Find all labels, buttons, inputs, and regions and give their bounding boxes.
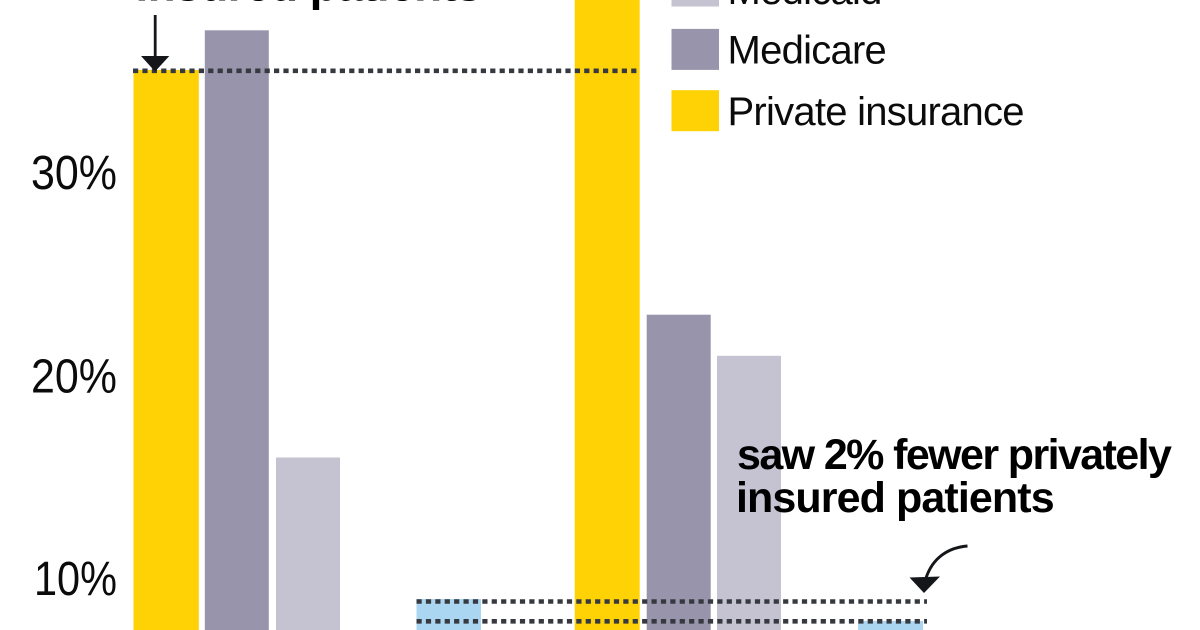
- svg-text:30%: 30%: [31, 147, 117, 200]
- svg-text:Medicaid: Medicaid: [728, 0, 882, 13]
- svg-text:saw 2% fewer privately: saw 2% fewer privately: [737, 431, 1172, 479]
- svg-text:20%: 20%: [31, 351, 117, 404]
- svg-text:Medicare: Medicare: [728, 29, 887, 73]
- svg-text:Private insurance: Private insurance: [728, 90, 1024, 134]
- svg-text:10%: 10%: [34, 553, 117, 606]
- svg-text:insured patients: insured patients: [736, 474, 1054, 522]
- svg-text:insured patients: insured patients: [136, 0, 482, 11]
